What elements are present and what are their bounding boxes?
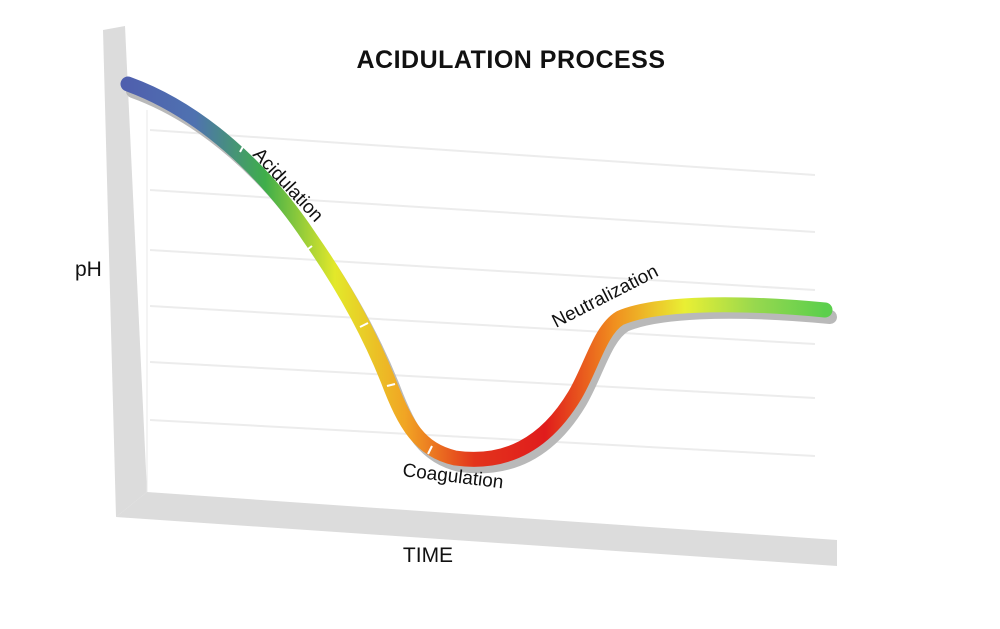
curve-notch <box>303 245 313 253</box>
gridline <box>149 361 816 399</box>
ph-curve <box>120 76 833 467</box>
y-axis-label: pH <box>75 258 102 281</box>
curve-notch <box>359 322 369 328</box>
gridlines <box>149 129 816 457</box>
x-axis-floor <box>116 492 837 566</box>
y-axis-wall <box>103 26 147 517</box>
gridline <box>149 189 816 233</box>
diagram-title: ACIDULATION PROCESS <box>356 46 665 74</box>
x-axis-label: TIME <box>403 544 453 567</box>
curve-notches <box>239 142 433 455</box>
gridline <box>149 249 816 291</box>
curve-notch <box>427 445 433 455</box>
curve-notch <box>239 142 246 153</box>
gridline <box>149 419 816 457</box>
curve-notch <box>386 383 396 387</box>
gridline <box>149 305 816 345</box>
chart-frame <box>103 26 837 566</box>
gridline <box>149 129 816 176</box>
